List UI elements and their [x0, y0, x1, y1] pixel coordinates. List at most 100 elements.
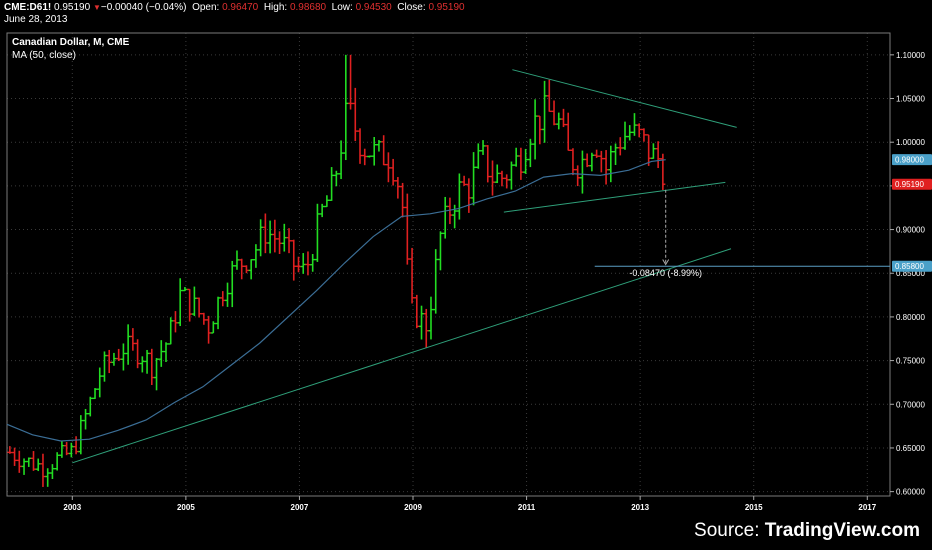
ohlc-bar	[371, 136, 377, 166]
ohlc-bar	[617, 137, 623, 156]
ohlc-bar	[215, 296, 221, 330]
ohlc-bar	[319, 203, 325, 218]
low-value: 0.94530	[355, 2, 392, 13]
price-badge-text: 0.95190	[895, 180, 924, 189]
ohlc-bar	[59, 440, 65, 458]
projection-arrow-icon	[662, 259, 670, 266]
ohlc-bar	[499, 170, 505, 187]
ohlc-bar	[45, 468, 51, 487]
ohlc-bar	[154, 358, 160, 391]
ohlc-bar	[537, 115, 543, 145]
ohlc-bar	[631, 113, 637, 136]
ohlc-bar	[395, 177, 401, 199]
ohlc-bar	[556, 112, 562, 130]
ohlc-bar	[229, 260, 235, 308]
ohlc-bar	[295, 256, 301, 273]
ohlc-bar	[210, 321, 216, 334]
ohlc-bar	[35, 458, 41, 472]
ohlc-bar	[272, 219, 278, 253]
ohlc-bar	[111, 352, 117, 366]
ohlc-bar	[116, 348, 122, 361]
ohlc-bar	[660, 153, 666, 190]
legend-title: Canadian Dollar, M, CME	[12, 37, 130, 48]
ohlc-bar	[333, 170, 339, 187]
ohlc-bar	[381, 135, 387, 166]
ohlc-bar	[97, 367, 103, 398]
ohlc-bar	[225, 282, 231, 307]
ohlc-bar	[452, 204, 458, 229]
bar-date: June 28, 2013	[4, 14, 68, 25]
ohlc-bar	[423, 308, 429, 348]
ohlc-bar	[579, 150, 585, 194]
price-change: −0.00040 (−0.04%)	[100, 2, 187, 13]
ohlc-bar	[613, 143, 619, 166]
ohlc-bar	[414, 294, 420, 329]
ohlc-bar	[527, 138, 533, 168]
ohlc-bar	[329, 167, 335, 201]
ohlc-bars	[7, 54, 666, 487]
ohlc-bar	[641, 128, 647, 142]
ohlc-bar	[523, 148, 529, 174]
ohlc-bar	[508, 161, 514, 190]
x-tick-label: 2013	[631, 503, 649, 512]
y-tick-label: 0.85000	[896, 269, 925, 278]
ohlc-bar	[172, 311, 178, 333]
ohlc-bar	[16, 450, 22, 473]
ohlc-bar	[243, 265, 249, 274]
price-badge-bg	[892, 154, 932, 166]
ohlc-bar	[130, 328, 136, 351]
ohlc-bar	[163, 342, 169, 363]
x-tick-label: 2017	[858, 503, 876, 512]
ohlc-bar	[466, 178, 472, 213]
ohlc-bar	[239, 258, 245, 280]
ohlc-bar	[182, 287, 188, 292]
ohlc-bar	[234, 250, 240, 270]
symbol: CME:D61!	[4, 2, 52, 13]
ohlc-bar	[456, 173, 462, 220]
ohlc-bar	[504, 174, 510, 189]
ohlc-bar	[30, 451, 36, 471]
ohlc-bar	[206, 315, 212, 344]
ohlc-bar	[248, 259, 254, 280]
ohlc-bar	[125, 324, 131, 365]
ohlc-bar	[532, 99, 538, 160]
ohlc-bar	[64, 442, 70, 456]
ohlc-bar	[385, 152, 391, 183]
ohlc-bar	[461, 175, 467, 186]
ohlc-bar	[598, 150, 604, 173]
y-tick-label: 1.10000	[896, 51, 925, 60]
ohlc-bar	[646, 134, 652, 166]
legend-indicator: MA (50, close)	[12, 50, 76, 61]
ohlc-bar	[352, 87, 358, 141]
ohlc-bar	[419, 305, 425, 340]
close-label: Close:	[397, 2, 426, 13]
ohlc-bar	[366, 155, 372, 158]
ohlc-bar	[305, 251, 311, 276]
ohlc-bar	[314, 203, 320, 262]
x-tick-label: 2007	[291, 503, 309, 512]
ohlc-bar	[636, 123, 642, 138]
y-tick-label: 0.90000	[896, 226, 925, 235]
moving-average-line	[6, 159, 666, 442]
ohlc-bar	[262, 213, 268, 254]
ohlc-bar	[570, 148, 576, 176]
ohlc-bar	[447, 197, 453, 225]
ohlc-bar	[575, 165, 581, 187]
y-tick-label: 0.60000	[896, 488, 925, 497]
x-tick-label: 2009	[404, 503, 422, 512]
close-value: 0.95190	[428, 2, 465, 13]
ohlc-bar	[310, 254, 316, 272]
ohlc-bar	[92, 388, 98, 400]
ohlc-bar	[26, 457, 32, 467]
ohlc-bar	[220, 291, 226, 307]
ohlc-bar	[277, 231, 283, 255]
ohlc-bar	[149, 348, 155, 386]
ohlc-bar	[551, 100, 557, 126]
ohlc-bar	[603, 150, 609, 185]
ohlc-bar	[135, 339, 141, 369]
ohlc-bar	[54, 452, 60, 471]
ohlc-bar	[168, 317, 174, 345]
ohlc-bar	[291, 239, 297, 281]
low-label: Low:	[331, 2, 353, 13]
